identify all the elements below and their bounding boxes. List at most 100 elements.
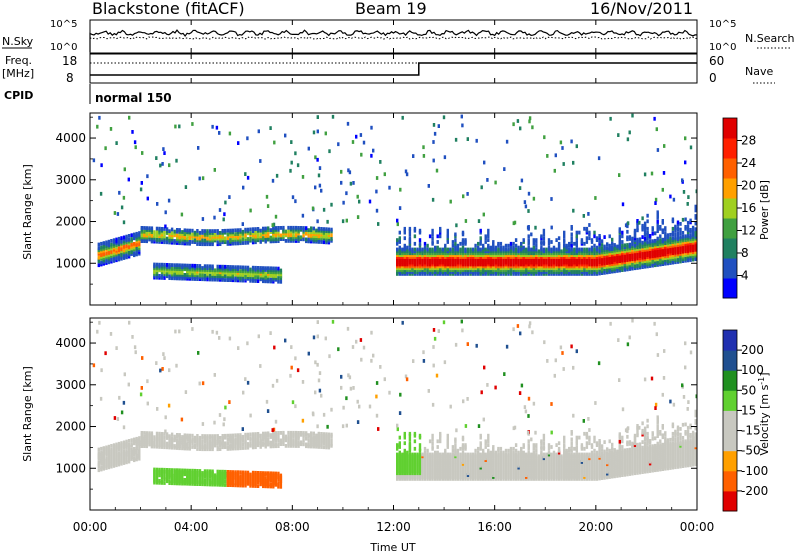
range-cell [116, 212, 120, 216]
range-cell [585, 236, 589, 241]
range-cell [234, 433, 237, 438]
range-cell [459, 260, 462, 265]
range-cell [499, 245, 503, 250]
range-cell [201, 266, 204, 270]
range-cell [416, 260, 419, 265]
range-cell [684, 236, 687, 241]
range-cell [262, 471, 265, 475]
range-cell [646, 240, 649, 244]
y-tick-label: 1000 [55, 256, 86, 270]
range-cell [578, 268, 581, 272]
range-cell [492, 243, 495, 248]
range-cell [492, 251, 495, 256]
range-cell [484, 234, 487, 239]
range-cell [659, 225, 662, 229]
range-cell [421, 268, 424, 272]
range-cell [213, 229, 217, 233]
range-cell [284, 434, 288, 439]
range-cell [264, 275, 267, 280]
range-cell [694, 234, 697, 239]
range-cell [165, 468, 169, 472]
range-cell [641, 240, 644, 245]
range-cell [542, 251, 546, 256]
range-cell [590, 251, 594, 256]
range-cell [117, 451, 121, 456]
range-cell [594, 196, 597, 200]
range-cell [272, 279, 275, 284]
range-cell [631, 236, 634, 241]
range-cell [477, 219, 481, 223]
range-cell [590, 260, 594, 265]
range-cell [449, 452, 452, 457]
range-cell [504, 260, 508, 265]
range-cell [664, 231, 667, 236]
range-cell [396, 251, 399, 256]
range-cell [487, 260, 490, 265]
range-cell [628, 248, 632, 253]
range-cell [398, 473, 401, 477]
range-cell [687, 195, 690, 199]
range-cell [246, 432, 250, 437]
range-cell [618, 227, 621, 232]
range-cell [446, 465, 449, 470]
range-cell [446, 452, 449, 457]
range-cell [325, 227, 328, 232]
range-cell [107, 247, 111, 252]
range-cell [456, 260, 460, 265]
range-cell [203, 229, 207, 233]
range-cell [208, 234, 212, 239]
range-cell [563, 251, 566, 256]
nsky-tick-top: 10^5 [50, 19, 77, 30]
range-cell [213, 168, 216, 172]
range-cell [575, 236, 578, 241]
range-cell [504, 268, 508, 272]
range-cell [206, 471, 209, 475]
range-cell [254, 227, 257, 231]
range-cell [150, 442, 154, 447]
range-cell [441, 458, 444, 462]
range-cell [146, 196, 149, 201]
range-cell [479, 228, 482, 233]
range-cell [158, 274, 161, 278]
range-cell [466, 192, 469, 196]
range-cell [118, 190, 121, 195]
range-cell [633, 260, 637, 265]
range-cell [170, 263, 174, 267]
range-cell [461, 465, 465, 470]
range-cell [155, 431, 159, 436]
range-cell [439, 260, 442, 265]
range-cell [439, 473, 442, 477]
range-cell [249, 436, 252, 441]
range-cell [181, 263, 184, 268]
range-cell [603, 244, 606, 249]
range-cell [96, 124, 99, 129]
range-cell [282, 430, 285, 435]
range-cell [555, 238, 558, 242]
range-cell [277, 481, 280, 485]
range-cell [408, 247, 412, 252]
range-cell [188, 263, 191, 268]
range-cell [477, 473, 480, 477]
range-cell [279, 226, 283, 230]
range-cell [259, 437, 262, 442]
range-cell [327, 227, 331, 232]
range-cell [451, 445, 455, 449]
range-cell [183, 433, 186, 438]
range-cell [477, 260, 480, 265]
range-cell [469, 251, 472, 256]
range-cell [244, 470, 247, 475]
colorbar-segment [723, 138, 737, 159]
range-cell [206, 264, 209, 269]
range-cell [251, 227, 255, 232]
range-cell [191, 263, 194, 268]
range-cell [514, 251, 518, 256]
range-cell [474, 448, 477, 453]
range-cell [305, 226, 308, 230]
range-cell [155, 467, 159, 472]
range-cell [203, 238, 207, 243]
range-cell [100, 450, 103, 455]
range-cell [494, 180, 497, 185]
range-cell [655, 127, 658, 132]
range-cell [436, 260, 439, 265]
range-cell [403, 435, 406, 440]
